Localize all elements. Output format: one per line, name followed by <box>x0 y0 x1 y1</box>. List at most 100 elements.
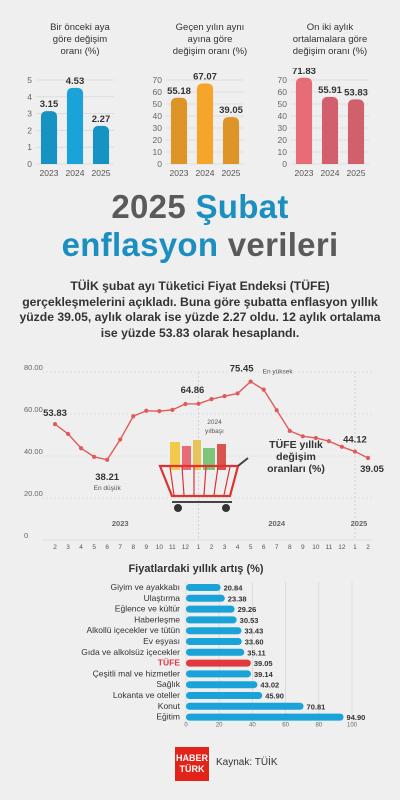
data-point <box>248 379 253 384</box>
bar <box>186 627 242 635</box>
logo-line1: HABER <box>175 753 208 763</box>
data-point <box>196 401 201 406</box>
y-tick-label: 20 <box>278 135 288 145</box>
data-point <box>105 457 110 462</box>
data-label: 75.45 <box>230 364 254 375</box>
bar <box>186 659 251 667</box>
data-point <box>300 434 305 439</box>
cart-wheel <box>174 504 182 512</box>
y-tick-label: 30 <box>278 123 288 133</box>
category-label: Haberleşme <box>134 614 180 624</box>
data-label: 67.07 <box>193 72 217 83</box>
x-tick-label: 0 <box>184 722 188 728</box>
bar <box>186 584 221 591</box>
x-tick-label: 60 <box>282 722 289 728</box>
y-tick-label: 10 <box>278 147 288 157</box>
y-tick-label: 0 <box>27 159 32 169</box>
x-tick-label: 12 <box>182 544 190 551</box>
x-tick-label: 11 <box>326 544 333 551</box>
data-point <box>326 439 331 444</box>
data-point <box>365 455 371 461</box>
x-tick-label: 11 <box>169 544 176 551</box>
year-label: 2024 <box>268 519 286 528</box>
headline-word-verileri: verileri <box>227 226 339 263</box>
cart-wheel <box>222 504 230 512</box>
x-tick-label: 8 <box>131 544 135 551</box>
data-point <box>313 435 318 441</box>
chart-title: Fiyatlardaki yıllık artış (%) <box>128 563 263 575</box>
data-point <box>144 408 149 413</box>
data-point <box>183 401 188 407</box>
cart-wire <box>181 466 185 496</box>
y-tick-label: 0 <box>282 159 287 169</box>
y-tick-label: 40 <box>278 111 288 121</box>
annotation-note: 2024 <box>207 419 222 426</box>
y-tick-label: 60 <box>153 87 163 97</box>
y-tick-label: 4 <box>27 92 32 102</box>
bar <box>196 83 214 164</box>
bar <box>186 670 251 678</box>
x-tick-label: 100 <box>347 722 358 728</box>
bar <box>295 77 313 164</box>
x-tick-label: 4 <box>236 544 240 551</box>
data-point <box>52 422 58 427</box>
x-tick-label: 1 <box>197 544 201 551</box>
bar <box>40 111 58 164</box>
data-point <box>131 414 136 419</box>
data-point <box>170 407 175 412</box>
x-tick-label: 2024 <box>196 168 215 178</box>
year-label: 2023 <box>112 519 129 528</box>
cart-wire <box>223 466 231 496</box>
cart-wire <box>169 466 175 496</box>
x-tick-label: 9 <box>144 544 148 551</box>
x-tick-label: 10 <box>312 544 320 551</box>
bar <box>186 648 245 656</box>
category-label: Giyim ve ayakkabı <box>111 582 180 592</box>
bar <box>186 702 304 710</box>
y-tick-label: 1 <box>27 142 32 152</box>
x-tick-label: 6 <box>105 544 109 551</box>
x-tick-label: 20 <box>216 722 223 728</box>
y-tick-label: 0 <box>157 159 162 169</box>
year-label: 2025 <box>351 519 368 528</box>
headline-line1: 2025 Şubat <box>0 188 400 226</box>
data-label: 71.83 <box>292 68 316 77</box>
chart-caption: TÜFE yıllık <box>269 438 323 451</box>
x-tick-label: 6 <box>262 544 266 551</box>
headline-line2: enflasyon verileri <box>0 226 400 264</box>
data-label: 53.83 <box>344 87 368 98</box>
bar <box>222 117 240 164</box>
headline-word-enflasyon: enflasyon <box>61 226 219 263</box>
x-tick-label: 80 <box>315 722 322 728</box>
data-label: 53.83 <box>43 408 67 419</box>
annotation-note: En yüksek <box>263 369 294 376</box>
y-tick-label: 80.00 <box>24 363 43 372</box>
panel-title-annual: Geçen yılın aynı ayına göre değişim oran… <box>172 22 248 57</box>
data-label: 64.86 <box>181 385 205 396</box>
data-label: 33.60 <box>245 638 264 647</box>
data-point <box>157 409 162 414</box>
bar <box>186 713 344 721</box>
cart-item <box>217 444 226 470</box>
bar-chart-monthly: 0 1 2 3 4 5 3.15 2023 4.53 2024 2.27 2025 <box>27 75 114 178</box>
x-tick-label: 2023 <box>295 168 314 178</box>
data-point <box>65 431 71 437</box>
data-label: 39.05 <box>360 464 384 475</box>
x-tick-label: 3 <box>66 544 70 551</box>
bar <box>186 594 225 602</box>
data-label: 39.05 <box>219 105 243 116</box>
logo-line2: TÜRK <box>179 764 205 774</box>
category-label: Lokanta ve oteller <box>113 690 180 700</box>
bar <box>321 96 339 164</box>
y-tick-label: 70 <box>153 75 163 85</box>
x-tick-label: 2025 <box>92 168 111 178</box>
bar <box>66 87 84 164</box>
intro-paragraph: TÜİK şubat ayı Tüketici Fiyat Endeksi (T… <box>19 279 381 340</box>
data-point <box>287 428 292 433</box>
panel-title-average: On iki aylık ortalamalara göre değişim o… <box>292 22 368 57</box>
x-tick-label: 2025 <box>222 168 241 178</box>
cart-item <box>193 440 201 470</box>
category-label: Sağlık <box>156 679 180 689</box>
data-point <box>118 437 123 442</box>
x-tick-label: 10 <box>156 544 164 551</box>
